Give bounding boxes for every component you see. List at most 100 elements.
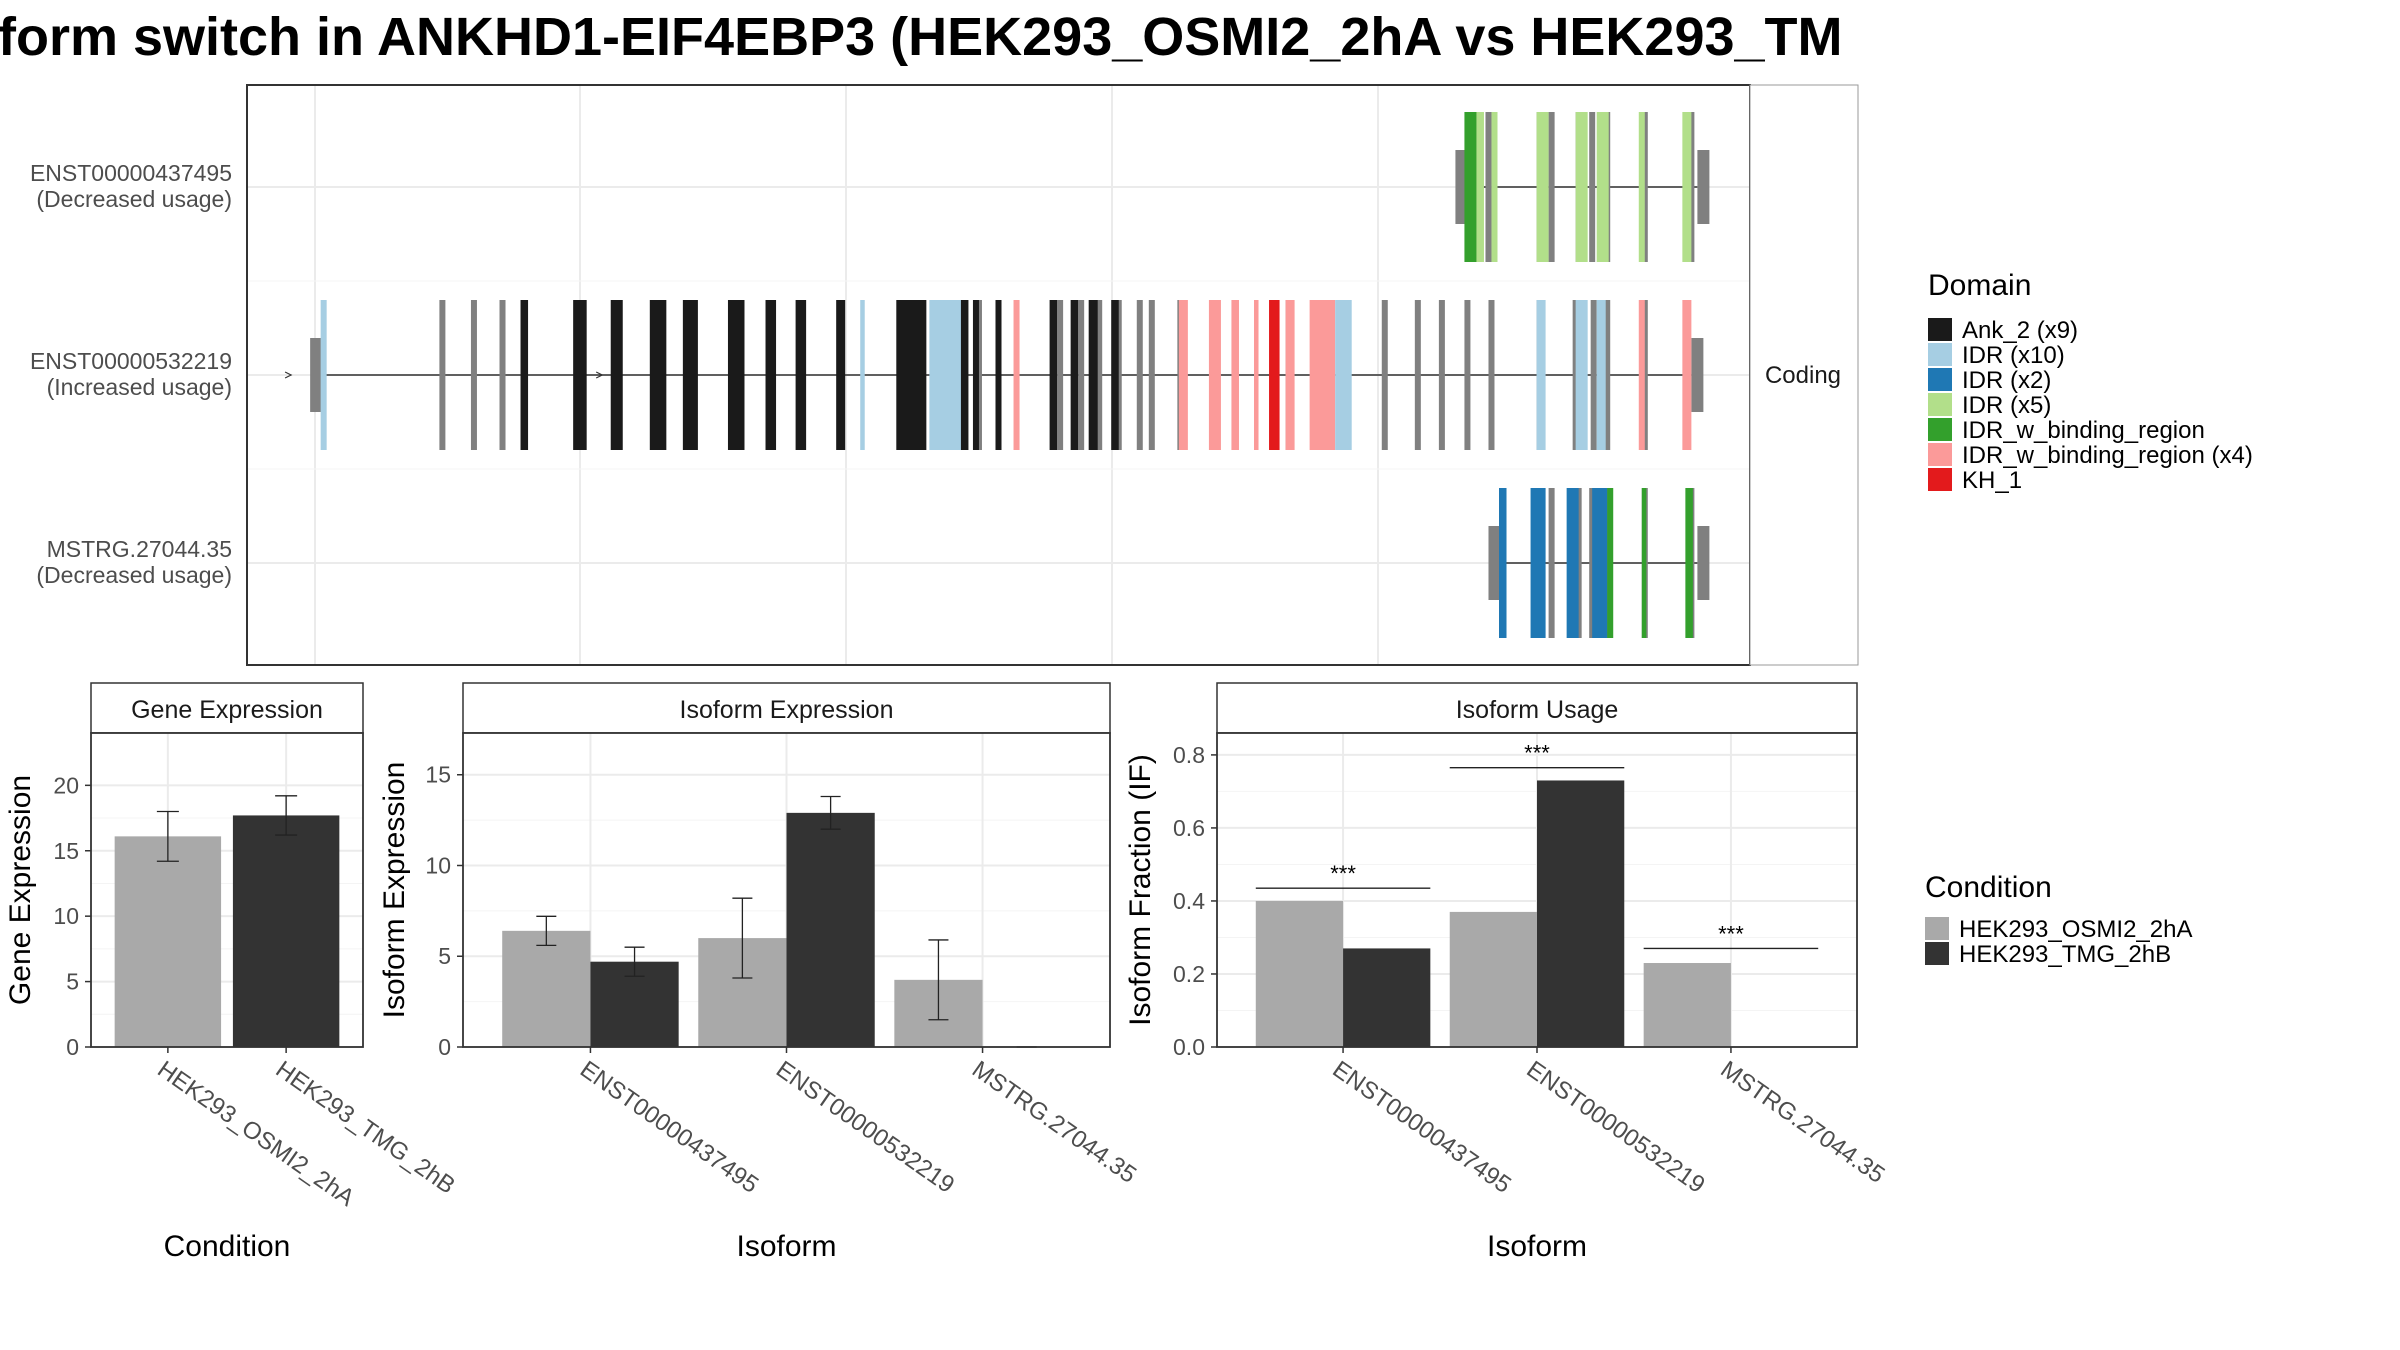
isoform-label: ENST00000437495 <box>30 160 232 186</box>
panel-strip-label: Isoform Usage <box>1456 696 1619 724</box>
y-tick-label: 0.8 <box>1173 742 1205 768</box>
domain-block <box>1464 112 1477 262</box>
exon <box>499 300 506 450</box>
exon <box>470 300 477 450</box>
exon <box>1697 150 1710 224</box>
domain-block <box>1530 488 1546 638</box>
domain-block <box>1575 112 1588 262</box>
y-tick-label: 10 <box>425 852 451 878</box>
x-axis-title: Isoform <box>736 1230 836 1263</box>
legend-label-cond_b: HEK293_TMG_2hB <box>1959 941 2171 968</box>
domain-block <box>1498 488 1507 638</box>
exon <box>1464 300 1471 450</box>
domain-block <box>1491 112 1498 262</box>
exon <box>1697 526 1710 600</box>
panel-strip <box>1216 682 1858 734</box>
bar <box>114 836 222 1047</box>
domain-block <box>1111 300 1119 450</box>
legend-key-idrw4 <box>1928 443 1952 466</box>
exon <box>310 338 323 412</box>
domain-block <box>836 300 846 450</box>
x-tick-label: ENST00000532219 <box>1522 1056 1710 1199</box>
bar <box>1255 900 1344 1047</box>
exon <box>1485 112 1492 262</box>
legend-key-kh <box>1928 468 1952 491</box>
domain-block <box>1638 300 1645 450</box>
y-tick-label: 10 <box>53 903 79 929</box>
legend-key-idrw <box>1928 418 1952 441</box>
domain-block <box>1596 300 1606 450</box>
domain-block <box>1641 488 1647 638</box>
domain-block <box>682 300 698 450</box>
domain-block <box>320 300 327 450</box>
bar <box>1643 963 1731 1047</box>
legend-key-idr5 <box>1928 393 1952 416</box>
exon <box>1414 300 1421 450</box>
domain-block <box>1070 300 1079 450</box>
x-tick-label: HEK293_OSMI2_2hA <box>152 1056 359 1212</box>
legend-label-idr10: IDR (x10) <box>1962 342 2065 369</box>
domain-block <box>896 300 927 450</box>
exon <box>1691 338 1704 412</box>
domain-block <box>573 300 587 450</box>
domain-block <box>1682 300 1692 450</box>
x-axis-title: Condition <box>164 1230 291 1263</box>
legend-label-cond_a: HEK293_OSMI2_2hA <box>1959 916 2192 943</box>
strand-arrow <box>595 371 604 379</box>
exon <box>1688 112 1695 262</box>
significance-label: *** <box>1330 861 1356 886</box>
facet-strip-label: Coding <box>1765 362 1841 389</box>
y-tick-label: 15 <box>425 762 451 788</box>
significance-label: *** <box>1718 921 1744 946</box>
exon <box>1488 526 1501 600</box>
exon <box>1136 300 1143 450</box>
domain-block <box>1638 112 1645 262</box>
domain-block <box>1536 112 1549 262</box>
x-tick-label: ENST00000437495 <box>1328 1056 1516 1199</box>
y-tick-label: 0.2 <box>1173 961 1205 987</box>
y-tick-label: 0.4 <box>1173 888 1205 914</box>
y-axis-title: Isoform Fraction (IF) <box>1124 754 1157 1026</box>
exon <box>1057 300 1064 450</box>
exon <box>1548 112 1555 262</box>
condition-legend-title: Condition <box>1925 871 2052 904</box>
isoform-usage-panel: Isoform Usage *** *** *** 0.0 0.2 0.4 0.6 0.8 ENS… <box>1124 682 1889 1263</box>
domain-block <box>1335 300 1352 450</box>
exon <box>1589 112 1596 262</box>
y-tick-label: 5 <box>438 943 451 969</box>
domain-block <box>1685 488 1693 638</box>
facet-strip <box>1749 84 1859 666</box>
exon <box>1381 300 1388 450</box>
exon <box>1548 488 1555 638</box>
strand-arrow <box>284 371 293 379</box>
x-tick-label: ENST00000532219 <box>771 1056 959 1199</box>
legend-key-cond_a <box>1925 917 1949 940</box>
y-axis-title: Isoform Expression <box>378 762 411 1019</box>
y-tick-label: 0.6 <box>1173 815 1205 841</box>
domain-block <box>995 300 1002 450</box>
gene-expression-panel: Gene Expression05101520HEK293_OSMI2_2hAH… <box>4 682 460 1263</box>
exon <box>1096 300 1103 450</box>
domain-block <box>860 300 865 450</box>
isoform-usage-label: (Increased usage) <box>47 374 232 400</box>
panel-strip <box>90 682 364 734</box>
bar <box>786 812 875 1047</box>
exon <box>1438 300 1445 450</box>
panel-strip-label: Gene Expression <box>131 696 323 724</box>
domain-block <box>610 300 623 450</box>
y-tick-label: 0 <box>438 1034 451 1060</box>
y-tick-label: 0.0 <box>1173 1034 1205 1060</box>
domain-block <box>1682 112 1692 262</box>
x-tick-label: ENST00000437495 <box>575 1056 763 1199</box>
domain-block <box>765 300 777 450</box>
panel-strip-label: Isoform Expression <box>680 696 894 724</box>
domain-block <box>1536 300 1546 450</box>
exon <box>1604 300 1611 450</box>
domain-block <box>1285 300 1295 450</box>
y-tick-label: 15 <box>53 838 79 864</box>
y-tick-label: 20 <box>53 772 79 798</box>
isoform-label: ENST00000532219 <box>30 348 232 374</box>
panel-border <box>90 732 364 1048</box>
bar <box>1537 780 1625 1047</box>
domain-block <box>1049 300 1058 450</box>
